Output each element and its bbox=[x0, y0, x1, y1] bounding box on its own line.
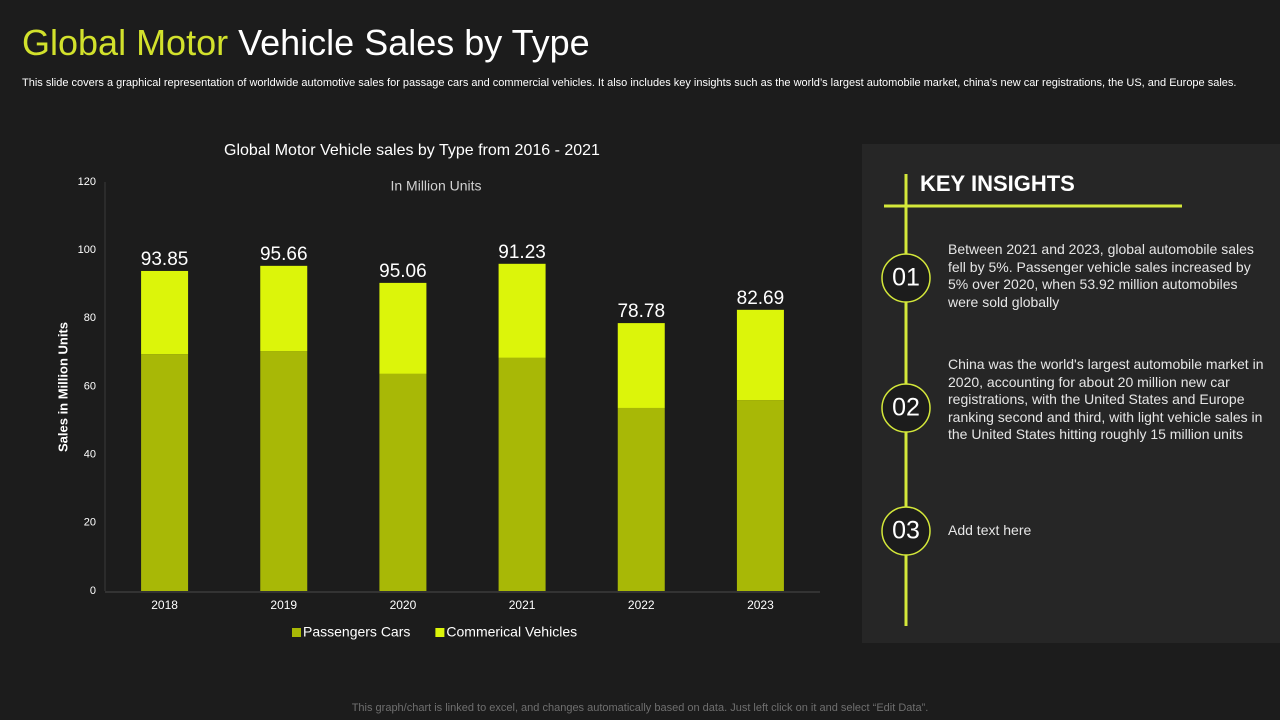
bar-segment bbox=[736, 309, 784, 401]
x-tick-label: 2018 bbox=[151, 598, 178, 612]
bar-segment bbox=[379, 373, 427, 591]
title-rest: Vehicle Sales by Type bbox=[238, 22, 590, 63]
insight-number: 02 bbox=[892, 394, 920, 422]
x-tick-label: 2022 bbox=[628, 598, 655, 612]
insight-number: 03 bbox=[892, 517, 920, 545]
x-tick-label: 2021 bbox=[509, 598, 536, 612]
title-highlight: Global Motor bbox=[22, 22, 229, 63]
total-label: 93.85 bbox=[141, 249, 189, 270]
chart-annotation: In Million Units bbox=[390, 178, 481, 194]
total-label: 95.66 bbox=[260, 244, 308, 265]
insights-title: KEY INSIGHTS bbox=[920, 171, 1075, 196]
total-label: 95.06 bbox=[379, 261, 427, 282]
legend-swatch bbox=[435, 628, 445, 637]
chart-title: Global Motor Vehicle sales by Type from … bbox=[224, 142, 600, 159]
insight-marker bbox=[881, 506, 931, 556]
y-tick-label: 40 bbox=[84, 449, 96, 461]
bar-segment bbox=[260, 265, 308, 352]
bar-segment bbox=[498, 263, 546, 358]
insight-number: 01 bbox=[892, 264, 920, 292]
x-tick-label: 2019 bbox=[270, 598, 297, 612]
legend-label: Commerical Vehicles bbox=[446, 624, 577, 640]
y-tick-label: 100 bbox=[78, 244, 96, 256]
bar-segment bbox=[736, 400, 784, 591]
bar-segment bbox=[141, 354, 189, 591]
bar-segment bbox=[617, 407, 665, 591]
insight-text: China was the world's largest automobile… bbox=[948, 356, 1264, 442]
y-tick-label: 0 bbox=[90, 585, 96, 597]
insight-text: Add text here bbox=[948, 522, 1032, 538]
y-axis-label: Sales in Million Units bbox=[55, 322, 70, 452]
bar-segment bbox=[498, 357, 546, 591]
bar-segment bbox=[379, 282, 427, 374]
total-label: 78.78 bbox=[617, 301, 665, 322]
y-tick-label: 80 bbox=[84, 312, 96, 324]
y-tick-label: 60 bbox=[84, 380, 96, 392]
x-tick-label: 2023 bbox=[747, 598, 774, 612]
bar-segment bbox=[260, 351, 308, 591]
y-tick-label: 20 bbox=[84, 517, 96, 529]
x-tick-label: 2020 bbox=[390, 598, 417, 612]
y-tick-label: 120 bbox=[78, 176, 96, 188]
total-label: 82.69 bbox=[737, 288, 785, 309]
legend-swatch bbox=[292, 628, 301, 637]
insight-marker bbox=[881, 253, 931, 303]
insight-marker bbox=[881, 383, 931, 433]
bar-segment bbox=[617, 323, 665, 408]
insights-panel bbox=[862, 144, 1280, 643]
legend-label: Passengers Cars bbox=[303, 624, 410, 640]
description: This slide covers a graphical representa… bbox=[22, 77, 1237, 89]
footer: This graph/chart is linked to excel, and… bbox=[351, 702, 929, 714]
bar-segment bbox=[141, 270, 189, 355]
page-title: Global Motor Vehicle Sales by Type bbox=[22, 22, 590, 64]
insight-text: Between 2021 and 2023, global automobile… bbox=[948, 241, 1254, 310]
total-label: 91.23 bbox=[498, 242, 546, 263]
